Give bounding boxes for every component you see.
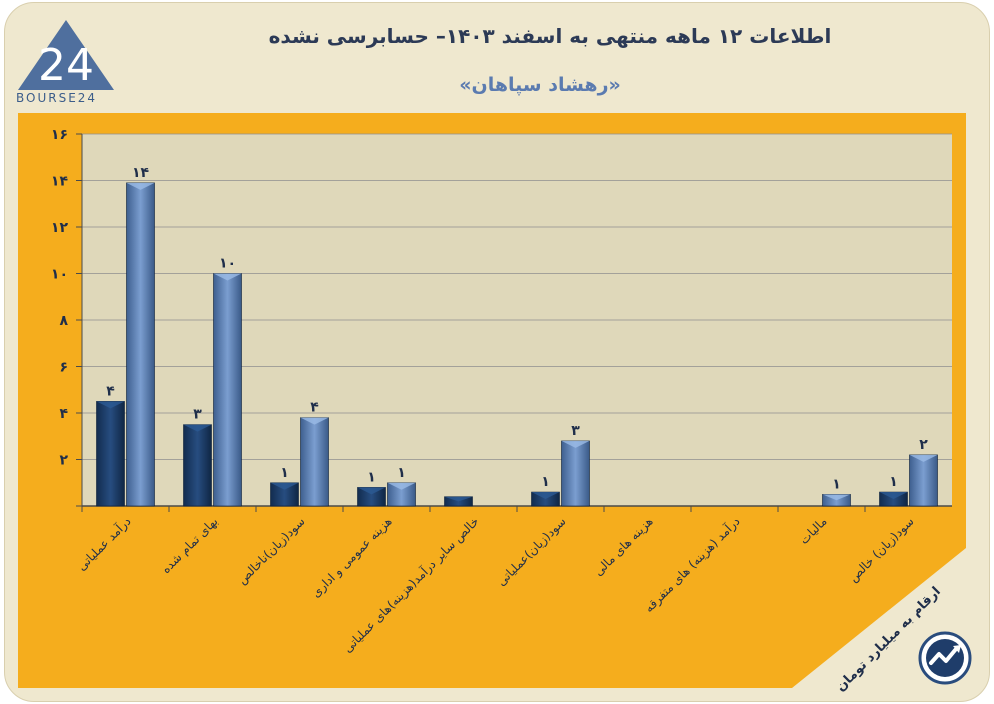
logo-text: BOURSE24 (16, 91, 98, 105)
bar (213, 273, 242, 507)
trend-badge-icon (918, 631, 972, 685)
chart-title: اطلاعات ۱۲ ماهه منتهی به اسفند ۱۴۰۳– حسا… (268, 24, 832, 48)
bar-cap (909, 454, 938, 462)
y-tick-label: ۱۰ (51, 267, 68, 283)
data-label: ۴ (106, 383, 115, 399)
data-label: ۱ (832, 476, 841, 492)
bar (126, 182, 155, 507)
bar-cap (822, 494, 851, 501)
y-tick-label: ۱۲ (51, 220, 69, 236)
data-label: ۳ (193, 407, 202, 423)
y-tick-label: ۱۴ (51, 174, 69, 190)
data-label: ۴ (310, 400, 319, 416)
y-tick-label: ۱۶ (51, 127, 68, 143)
data-label: ۱ (280, 465, 289, 481)
y-tick-label: ۴ (59, 406, 68, 422)
bar (909, 454, 938, 507)
data-label: ۱ (397, 465, 406, 481)
bar-cap (561, 440, 590, 448)
bar-cap (879, 492, 908, 500)
chart-subtitle: «رهشاد سپاهان» (459, 74, 621, 96)
y-tick-label: ۸ (59, 313, 68, 329)
bar-cap (357, 487, 386, 495)
data-label: ۱۴ (132, 165, 150, 181)
bar-cap (270, 482, 299, 490)
data-label: ۱ (367, 469, 376, 485)
data-label: ۲ (919, 437, 928, 453)
y-tick-label: ۶ (59, 360, 68, 376)
bar-cap (183, 424, 212, 432)
bar-cap (96, 401, 125, 409)
bar (561, 440, 590, 507)
bar-cap (531, 492, 560, 500)
data-label: ۳ (571, 423, 580, 439)
bar-cap (444, 496, 473, 502)
bar (96, 401, 125, 507)
y-tick-label: ۲ (59, 453, 68, 469)
bar-cap (387, 482, 416, 490)
bar-cap (126, 182, 155, 190)
bars (96, 182, 938, 507)
data-label: ۱ (889, 474, 898, 490)
logo-digits: 24 (38, 40, 94, 91)
bar (300, 417, 329, 507)
bar-cap (300, 417, 329, 425)
y-axis-ticks: ۲ ۴ ۶ ۸ ۱۰ ۱۲ ۱۴ ۱۶ (51, 127, 69, 469)
bourse24-logo: 24 (18, 20, 114, 91)
bar-cap (213, 273, 242, 281)
data-label: ۱ (541, 474, 550, 490)
bar (183, 424, 212, 507)
data-label: ۱۰ (219, 256, 236, 272)
